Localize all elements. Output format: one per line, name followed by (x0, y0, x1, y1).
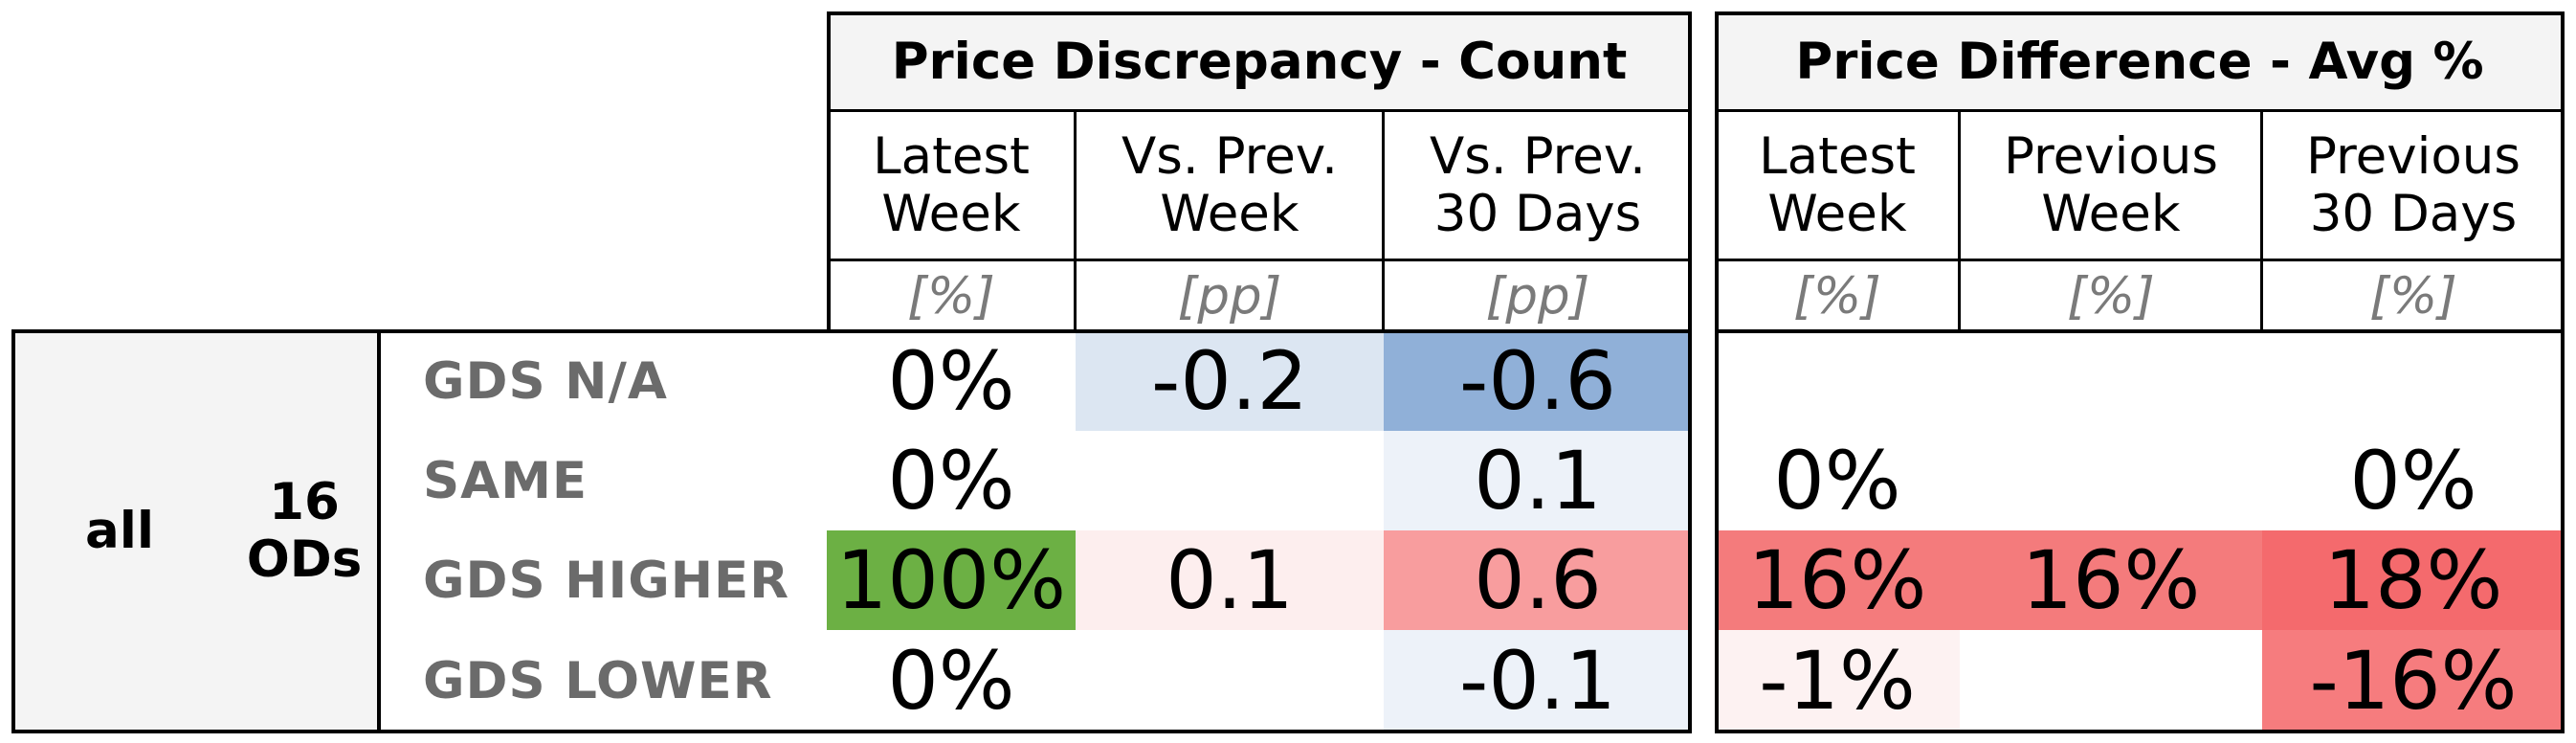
border-line (827, 11, 831, 331)
border-line (1715, 259, 2565, 261)
unit-label: [%] (2067, 266, 2155, 326)
border-line (2561, 11, 2565, 331)
table-cell (1960, 431, 2262, 530)
border-line (377, 329, 381, 733)
border-line (1715, 329, 1719, 733)
border-line (1715, 329, 2565, 333)
table-cell: 0.1 (1384, 431, 1692, 530)
table-cell: -1% (1715, 630, 1960, 732)
table-cell (1076, 630, 1384, 732)
table-cell: 0% (827, 331, 1076, 431)
col-header-latest-week: Latest Week (873, 127, 1030, 243)
table-cell (2262, 331, 2565, 431)
segment-panel (11, 331, 379, 732)
unit-label: [%] (907, 266, 995, 326)
border-line (11, 730, 1692, 733)
od-count-label: 16 ODs (246, 473, 363, 589)
table-cell: 0% (1715, 431, 1960, 530)
border-line (827, 259, 1692, 261)
table-cell: -0.6 (1384, 331, 1692, 431)
unit-label: [%] (1793, 266, 1881, 326)
table-cell (1715, 331, 1960, 431)
table-cell: 0.1 (1076, 530, 1384, 630)
table-cell: 100% (827, 530, 1076, 630)
border-line (827, 109, 1692, 112)
table-cell: -16% (2262, 630, 2565, 732)
border-line (2561, 329, 2565, 733)
group-title-avg: Price Difference - Avg % (1715, 11, 2565, 111)
border-line (1715, 730, 2565, 733)
table-cell (1960, 630, 2262, 732)
table-cell: 16% (1715, 530, 1960, 630)
table-cell: 0% (2262, 431, 2565, 530)
unit-label: [%] (2369, 266, 2457, 326)
border-line (1715, 11, 2565, 15)
border-line (11, 329, 15, 733)
border-line (1688, 11, 1692, 331)
row-label-gds-lower: GDS LOWER (423, 651, 773, 710)
table-cell: 18% (2262, 530, 2565, 630)
col-header-previous-30-days: Previous 30 Days (2306, 127, 2520, 243)
table-cell (1960, 331, 2262, 431)
table-cell: -0.2 (1076, 331, 1384, 431)
table-cell (1076, 431, 1384, 530)
table-cell: -0.1 (1384, 630, 1692, 732)
row-label-gds-higher: GDS HIGHER (423, 551, 790, 610)
border-line (1688, 329, 1692, 733)
unit-label: [pp] (1177, 266, 1282, 326)
border-line (1382, 109, 1385, 331)
row-label-gds-na: GDS N/A (423, 351, 668, 411)
border-line (1715, 11, 1719, 331)
col-header-previous-week: Previous Week (2004, 127, 2218, 243)
border-line (827, 11, 1692, 15)
table-cell: 0% (827, 431, 1076, 530)
table-cell: 16% (1960, 530, 2262, 630)
border-line (11, 329, 1692, 333)
row-label-same: SAME (423, 451, 588, 510)
col-header-vs-prev-30-days: Vs. Prev. 30 Days (1430, 127, 1646, 243)
col-header-vs-prev-week: Vs. Prev. Week (1121, 127, 1338, 243)
table-cell: 0.6 (1384, 530, 1692, 630)
border-line (1715, 109, 2565, 112)
col-header-latest-week-avg: Latest Week (1759, 127, 1916, 243)
border-line (2260, 109, 2263, 331)
group-title-count: Price Discrepancy - Count (827, 11, 1692, 111)
table-cell: 0% (827, 630, 1076, 732)
segment-label: all (84, 502, 155, 560)
border-line (1074, 109, 1077, 331)
border-line (1958, 109, 1961, 331)
unit-label: [pp] (1485, 266, 1590, 326)
